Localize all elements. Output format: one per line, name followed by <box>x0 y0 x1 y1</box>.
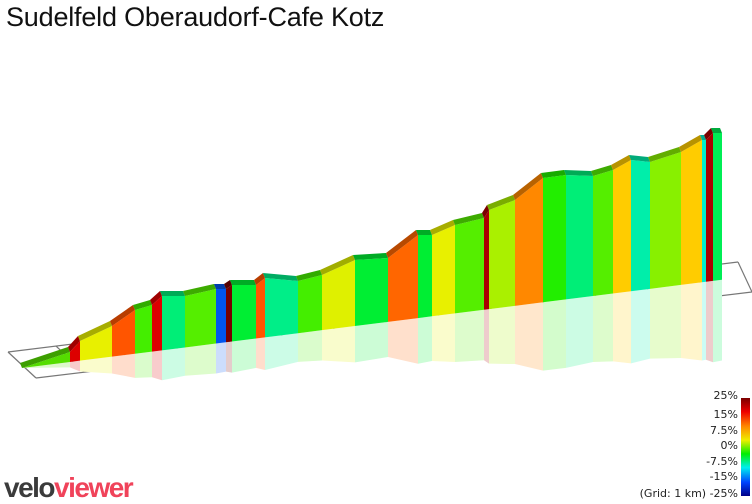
veloviewer-logo[interactable]: veloviewer <box>4 472 134 504</box>
profile-segment <box>455 218 484 314</box>
profile-segment <box>322 260 355 331</box>
profile-segment <box>162 296 185 351</box>
logo-viewer: viewer <box>54 472 134 503</box>
profile-segment <box>80 326 112 361</box>
legend-label-15: 15% <box>713 408 738 421</box>
legend-label-7-5: 7.5% <box>710 424 738 437</box>
profile-segment <box>355 258 388 327</box>
profile-segment <box>388 235 418 322</box>
profile-segment <box>216 289 226 344</box>
grade-color-scale <box>741 398 750 496</box>
profile-segment <box>256 278 265 339</box>
chart-title: Sudelfeld Oberaudorf-Cafe Kotz <box>6 2 385 32</box>
profile-segment <box>702 140 706 283</box>
profile-segment <box>713 133 722 281</box>
profile-segment <box>226 285 232 343</box>
profile-segment <box>185 289 216 348</box>
profile-segment <box>681 140 702 285</box>
profile-segment <box>135 305 152 354</box>
legend-label-neg-25: (Grid: 1 km) -25% <box>639 487 738 500</box>
profile-segment <box>566 175 593 300</box>
legend-label-25: 25% <box>713 389 738 402</box>
profile-segment <box>543 175 566 303</box>
profile-segment <box>432 225 455 317</box>
profile-segment <box>152 296 162 352</box>
profile-top-edges <box>20 128 722 368</box>
profile-segment <box>112 310 135 357</box>
profile-segment <box>484 210 489 310</box>
profile-segment <box>515 178 543 306</box>
profile-segment <box>265 278 298 338</box>
legend-label-neg-15: -15% <box>709 470 738 483</box>
profile-segment <box>489 200 515 310</box>
profile-segment <box>631 160 650 292</box>
legend-label-0: 0% <box>720 439 738 452</box>
profile-reflection <box>22 279 722 381</box>
profile-segment <box>70 341 80 362</box>
profile-segment <box>232 285 256 342</box>
grid-note: (Grid: 1 km) <box>639 487 707 500</box>
logo-velo: velo <box>4 472 56 503</box>
profile-segment <box>298 275 322 334</box>
profile-segment <box>613 160 631 294</box>
profile-segment <box>593 170 613 297</box>
profile-segment <box>706 133 713 282</box>
legend-label-neg-7-5: -7.5% <box>706 455 738 468</box>
profile-segment <box>650 152 681 289</box>
profile-segment <box>418 235 432 319</box>
